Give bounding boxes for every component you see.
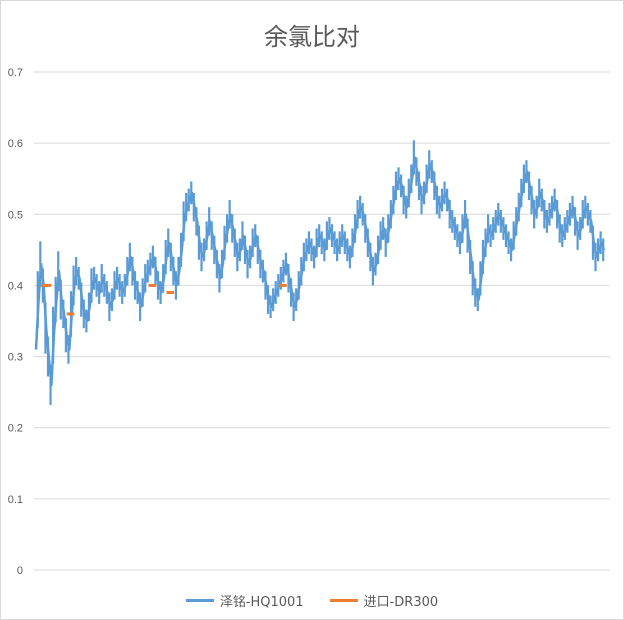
legend: 泽铭-HQ1001 进口-DR300 [1,591,623,610]
legend-label-zeming: 泽铭-HQ1001 [219,595,304,610]
series-noise-zeming [36,140,605,405]
chart-title: 余氯比对 [264,23,360,51]
legend-item-zeming: 泽铭-HQ1001 [185,591,304,610]
legend-swatch-zeming [185,599,214,602]
y-tick-label-7: 0.7 [8,67,23,79]
y-tick-label-3: 0.3 [8,352,23,364]
y-tick-labels: 0 0.1 0.2 0.3 0.4 0.5 0.6 0.7 [8,67,23,577]
y-tick-label-6: 0.6 [8,138,23,150]
legend-swatch-import [329,599,358,602]
y-tick-label-4: 0.4 [8,280,23,292]
series-line-zeming [34,156,606,387]
y-tick-label-0: 0 [17,565,23,577]
legend-label-import: 进口-DR300 [363,595,439,610]
y-tick-label-1: 0.1 [8,494,23,506]
legend-item-import: 进口-DR300 [329,591,439,610]
series-layer [34,140,606,405]
y-tick-label-5: 0.5 [8,209,23,221]
y-tick-label-2: 0.2 [8,423,23,435]
gridlines [34,71,610,571]
